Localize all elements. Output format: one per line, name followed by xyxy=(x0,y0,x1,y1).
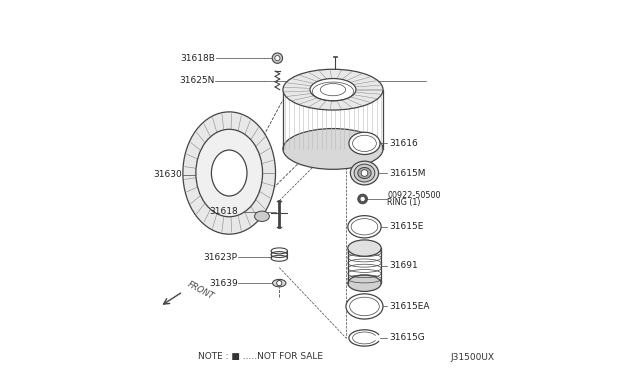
Circle shape xyxy=(276,280,282,286)
Text: 31615G: 31615G xyxy=(390,333,426,343)
Ellipse shape xyxy=(321,84,346,96)
Ellipse shape xyxy=(349,132,380,154)
Circle shape xyxy=(358,194,367,204)
Ellipse shape xyxy=(283,69,383,110)
Text: 31615E: 31615E xyxy=(390,222,424,231)
Ellipse shape xyxy=(353,135,376,151)
Text: 31625N: 31625N xyxy=(179,76,215,85)
Text: 31691: 31691 xyxy=(390,261,419,270)
Text: J31500UX: J31500UX xyxy=(450,353,494,362)
Ellipse shape xyxy=(349,297,380,316)
Circle shape xyxy=(360,196,365,202)
Ellipse shape xyxy=(348,275,381,291)
Text: 00922-50500: 00922-50500 xyxy=(387,191,441,200)
Ellipse shape xyxy=(196,129,262,217)
Ellipse shape xyxy=(255,211,269,221)
Ellipse shape xyxy=(351,219,378,235)
Ellipse shape xyxy=(211,150,247,196)
Text: 31616: 31616 xyxy=(390,139,419,148)
Ellipse shape xyxy=(183,112,276,234)
Circle shape xyxy=(361,170,368,176)
Text: 31630: 31630 xyxy=(154,170,182,179)
Ellipse shape xyxy=(348,240,381,256)
Ellipse shape xyxy=(283,129,383,169)
Text: 31623P: 31623P xyxy=(204,253,237,262)
Ellipse shape xyxy=(358,167,371,179)
Text: 31618B: 31618B xyxy=(180,54,216,62)
Text: FRONT: FRONT xyxy=(186,280,216,301)
Ellipse shape xyxy=(350,161,378,185)
Text: RING (1): RING (1) xyxy=(387,198,421,207)
Text: 31639: 31639 xyxy=(209,279,237,288)
Ellipse shape xyxy=(346,294,383,319)
Circle shape xyxy=(275,55,280,61)
Text: 31615EA: 31615EA xyxy=(390,302,430,311)
Ellipse shape xyxy=(273,279,286,287)
Circle shape xyxy=(272,53,283,63)
Text: NOTE : ■ .....NOT FOR SALE: NOTE : ■ .....NOT FOR SALE xyxy=(198,352,323,361)
Text: 31618: 31618 xyxy=(209,208,237,217)
Text: 31615M: 31615M xyxy=(390,169,426,177)
Ellipse shape xyxy=(310,78,356,101)
Ellipse shape xyxy=(348,216,381,238)
Ellipse shape xyxy=(354,164,375,182)
